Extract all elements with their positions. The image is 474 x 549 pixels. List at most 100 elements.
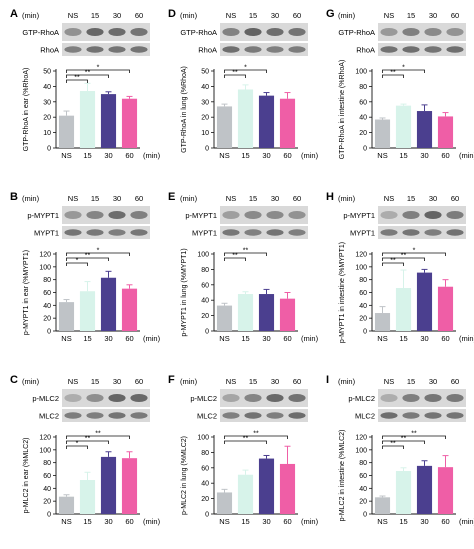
y-tick-label: 0 xyxy=(47,146,51,153)
y-tick-label: 20 xyxy=(359,499,367,506)
blot-band xyxy=(222,27,240,37)
blot-strip xyxy=(62,389,150,407)
lane-label: 60 xyxy=(135,194,143,203)
lane-label: 30 xyxy=(429,377,437,386)
blot-strip xyxy=(62,226,150,239)
significance-label: ** xyxy=(390,441,396,448)
y-tick-label: 100 xyxy=(197,435,209,442)
blot-label: RhoA xyxy=(356,46,375,55)
x-tick-label: 15 xyxy=(83,151,91,160)
bar xyxy=(100,94,117,148)
blot-band xyxy=(108,412,126,419)
blot-band xyxy=(424,393,442,403)
x-tick-label: NS xyxy=(219,517,229,526)
significance-label: ** xyxy=(85,70,91,77)
x-tick-label: 15 xyxy=(241,517,249,526)
bar xyxy=(374,497,391,514)
blot-band xyxy=(64,27,82,37)
bar xyxy=(58,496,75,514)
y-tick-label: 80 xyxy=(43,460,51,467)
x-axis-label: (min) xyxy=(459,151,474,160)
y-axis-label: p-MLC2 in intestine (%MLC2) xyxy=(339,430,346,522)
x-tick-label: 30 xyxy=(420,334,428,343)
significance-bracket xyxy=(382,445,404,449)
y-tick-label: 0 xyxy=(205,512,209,519)
x-tick-label: 15 xyxy=(83,334,91,343)
blot-band xyxy=(402,27,420,37)
y-tick-label: 40 xyxy=(43,84,51,91)
significance-bracket xyxy=(66,445,88,449)
lane-label: 15 xyxy=(249,194,257,203)
x-tick-label: 15 xyxy=(399,151,407,160)
y-tick-label: 40 xyxy=(43,486,51,493)
bar xyxy=(416,272,433,331)
x-tick-label: 60 xyxy=(125,334,133,343)
significance-label: * xyxy=(97,248,100,255)
y-tick-label: 10 xyxy=(43,130,51,137)
y-tick-label: 60 xyxy=(359,473,367,480)
blot-band xyxy=(288,393,306,403)
blot-label: MYPT1 xyxy=(34,229,59,238)
x-tick-label: 60 xyxy=(283,151,291,160)
x-tick-label: 60 xyxy=(441,517,449,526)
blot-band xyxy=(130,229,148,236)
blot-band xyxy=(380,229,398,236)
blot-label: p-MLC2 xyxy=(32,394,59,403)
x-tick-label: 30 xyxy=(420,151,428,160)
y-tick-label: 60 xyxy=(201,465,209,472)
y-tick-label: 80 xyxy=(359,277,367,284)
bar xyxy=(58,302,75,331)
y-axis-label: GTP-RhoA in ear (%RhoA) xyxy=(23,68,30,152)
x-axis-label: (min) xyxy=(301,517,319,526)
y-tick-label: 100 xyxy=(39,447,51,454)
y-tick-label: 20 xyxy=(43,316,51,323)
blot-band xyxy=(446,27,464,37)
blot-band xyxy=(288,412,306,419)
blot-band xyxy=(108,46,126,53)
x-tick-label: NS xyxy=(61,334,71,343)
blot-band xyxy=(244,27,262,37)
significance-bracket xyxy=(66,257,109,261)
x-tick-label: 15 xyxy=(83,517,91,526)
bar xyxy=(416,111,433,148)
significance-label: * xyxy=(76,258,79,265)
significance-bracket xyxy=(224,74,246,78)
significance-bracket xyxy=(382,262,404,266)
blot-band xyxy=(424,46,442,53)
bar xyxy=(237,294,254,331)
lane-label: 15 xyxy=(91,377,99,386)
blot-label: MLC2 xyxy=(197,412,217,421)
blot-label: RhoA xyxy=(198,46,217,55)
panel-letter: I xyxy=(326,374,329,386)
bar xyxy=(437,116,454,148)
lane-label: NS xyxy=(384,194,394,203)
time-unit-label: (min) xyxy=(22,377,40,386)
time-unit-label: (min) xyxy=(338,194,356,203)
significance-bracket xyxy=(66,262,88,266)
blot-band xyxy=(86,229,104,236)
blot-band xyxy=(380,393,398,403)
significance-label: ** xyxy=(243,248,249,255)
y-axis-label: GTP-RhoA in lung (%RhoA) xyxy=(181,66,188,153)
y-tick-label: 40 xyxy=(359,115,367,122)
panel-f: F (min) NS 15 30 60 p-MLC2 MLC2 0 20 40 60 80 100 p-ML… xyxy=(168,374,319,526)
blot-strip xyxy=(220,389,308,407)
panel-c: C (min) NS 15 30 60 p-MLC2 MLC2 0 20 40 60 80 100 120 p… xyxy=(10,374,161,526)
x-tick-label: NS xyxy=(219,151,229,160)
blot-strip xyxy=(220,206,308,224)
significance-label: ** xyxy=(74,75,80,82)
bar xyxy=(79,479,96,514)
lane-label: NS xyxy=(384,377,394,386)
lane-label: NS xyxy=(68,11,78,20)
x-tick-label: 60 xyxy=(441,151,449,160)
panel-d: D (min) NS 15 30 60 GTP-RhoA RhoA 0 10 20 30 40 50 GTP… xyxy=(168,8,319,160)
bar xyxy=(237,474,254,514)
x-axis-label: (min) xyxy=(143,151,161,160)
significance-bracket xyxy=(224,440,267,444)
blot-strip xyxy=(220,226,308,239)
bar xyxy=(100,456,117,514)
blot-band xyxy=(266,210,284,220)
panel-b: B (min) NS 15 30 60 p-MYPT1 MYPT1 0 20 40 60 80 100 12… xyxy=(10,191,161,343)
y-tick-label: 40 xyxy=(201,84,209,91)
lane-label: 15 xyxy=(249,377,257,386)
